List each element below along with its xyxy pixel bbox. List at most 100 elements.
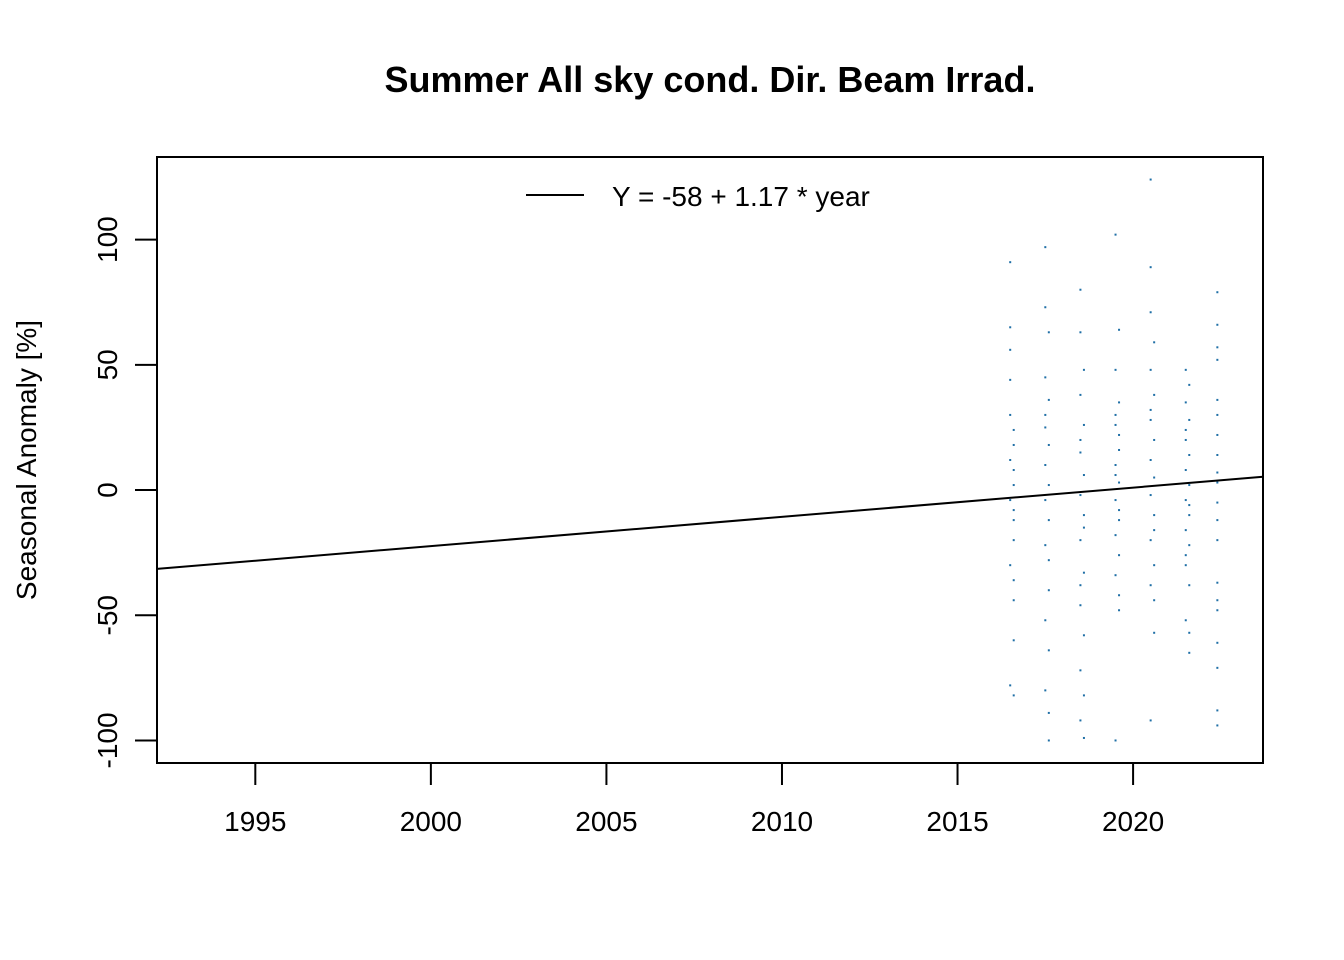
data-point (1082, 571, 1085, 574)
data-point (1216, 609, 1219, 612)
data-point (1149, 494, 1152, 497)
data-point (1149, 539, 1152, 542)
data-point (1082, 694, 1085, 697)
data-point (1012, 443, 1015, 446)
data-point (1047, 711, 1050, 714)
data-point (1184, 368, 1187, 371)
data-point (1082, 526, 1085, 529)
data-point (1184, 564, 1187, 567)
data-point (1149, 719, 1152, 722)
data-point (1012, 428, 1015, 431)
data-point (1047, 739, 1050, 742)
data-point (1118, 481, 1121, 484)
x-tick-label: 2010 (751, 806, 813, 837)
data-point (1216, 346, 1219, 349)
data-point (1044, 499, 1047, 502)
x-tick-label: 2020 (1102, 806, 1164, 837)
data-point (1188, 514, 1191, 517)
data-point (1118, 519, 1121, 522)
x-tick-label: 2000 (400, 806, 462, 837)
data-point (1184, 499, 1187, 502)
data-point (1012, 539, 1015, 542)
data-point (1188, 504, 1191, 507)
data-point (1082, 514, 1085, 517)
data-point (1118, 433, 1121, 436)
x-tick-label: 1995 (224, 806, 286, 837)
data-point (1079, 288, 1082, 291)
data-point (1012, 519, 1015, 522)
x-axis: 1995 2000 2005 2010 2015 2020 (224, 763, 1164, 837)
data-point (1079, 584, 1082, 587)
data-point (1153, 631, 1156, 634)
data-point (1082, 736, 1085, 739)
data-point (1149, 459, 1152, 461)
data-point (1079, 393, 1082, 396)
data-point (1114, 534, 1117, 537)
data-point (1009, 684, 1012, 687)
data-point (1009, 261, 1012, 264)
data-point (1118, 401, 1121, 404)
data-point (1184, 554, 1187, 557)
data-point (1184, 529, 1187, 532)
data-point (1082, 368, 1085, 371)
data-point (1044, 376, 1047, 379)
data-point (1216, 453, 1219, 456)
data-point (1047, 519, 1050, 522)
data-point (1009, 499, 1012, 502)
data-point (1118, 609, 1121, 612)
data-point (1216, 539, 1219, 542)
data-point (1047, 398, 1050, 401)
data-point (1188, 544, 1191, 547)
data-point (1153, 599, 1156, 602)
data-point (1079, 604, 1082, 607)
data-point (1216, 471, 1219, 474)
data-point (1153, 341, 1156, 344)
data-point (1216, 581, 1219, 584)
data-point (1149, 266, 1152, 269)
data-point (1012, 639, 1015, 642)
y-tick-label: 0 (92, 482, 123, 498)
trend-line (156, 475, 1264, 570)
data-point (1044, 426, 1047, 429)
data-point (1079, 539, 1082, 542)
data-point (1044, 689, 1047, 692)
data-point (1012, 694, 1015, 697)
data-point (1153, 514, 1156, 517)
data-point (1079, 331, 1082, 334)
x-tick-label: 2015 (926, 806, 988, 837)
data-point (1082, 423, 1085, 426)
data-point (1118, 509, 1121, 512)
data-point (1047, 559, 1050, 562)
plot-frame (156, 156, 1264, 764)
data-point (1009, 326, 1012, 329)
data-point (1118, 448, 1121, 451)
data-point (1114, 574, 1117, 577)
y-tick-label: 50 (92, 349, 123, 380)
data-point (1009, 564, 1012, 567)
y-tick-label: -50 (92, 595, 123, 635)
data-point (1153, 529, 1156, 532)
data-point (1184, 428, 1187, 431)
data-point (1149, 178, 1152, 181)
data-point (1079, 669, 1082, 672)
data-point (1188, 484, 1191, 487)
data-point (1114, 464, 1117, 467)
data-point (1188, 383, 1191, 386)
data-point (1118, 328, 1121, 331)
data-point (1184, 401, 1187, 404)
data-point (1082, 474, 1085, 477)
data-point (1044, 413, 1047, 416)
y-tick-label: 100 (92, 216, 123, 263)
data-point (1082, 634, 1085, 637)
data-point (1044, 464, 1047, 467)
data-point (1216, 413, 1219, 416)
data-point (1009, 459, 1012, 461)
data-point (1114, 499, 1117, 502)
data-point (1184, 619, 1187, 622)
data-point (1153, 393, 1156, 396)
data-point (1009, 413, 1012, 416)
data-point (1044, 544, 1047, 547)
data-point (1216, 358, 1219, 361)
data-point (1216, 724, 1219, 727)
data-point (1114, 423, 1117, 426)
